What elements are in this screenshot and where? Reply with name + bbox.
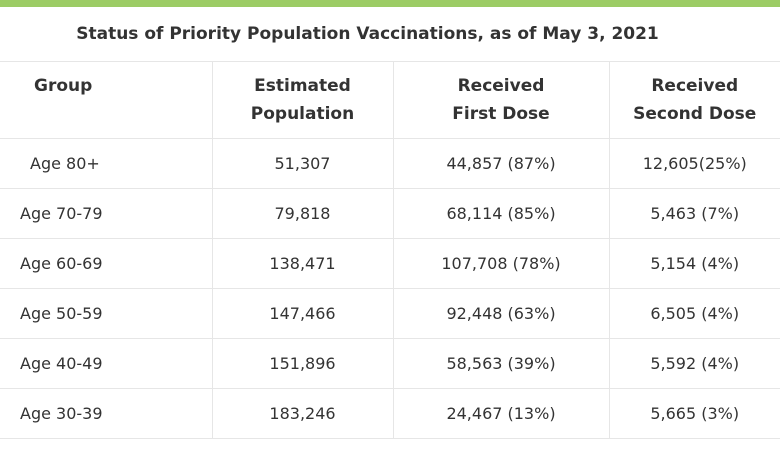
cell-first-dose: 68,114 (85%) (392, 188, 609, 239)
cell-first-dose: 24,467 (13%) (392, 388, 609, 439)
header-population-line1: Estimated (254, 76, 351, 96)
table-row: Age 60-69 138,471 107,708 (78%) 5,154 (4… (0, 238, 780, 289)
cell-group: Age 70-79 (0, 188, 212, 239)
header-group: Group (0, 62, 212, 139)
cell-group: Age 40-49 (0, 338, 212, 389)
cell-first-dose: 44,857 (87%) (392, 138, 609, 189)
vaccination-table: Group Estimated Population Received Firs… (0, 62, 780, 439)
cell-population: 79,818 (211, 188, 393, 239)
header-population: Estimated Population (211, 62, 393, 139)
header-row: Group Estimated Population Received Firs… (0, 62, 780, 139)
cell-group: Age 60-69 (0, 238, 212, 289)
cell-second-dose: 12,605(25%) (608, 138, 780, 189)
cell-second-dose: 5,592 (4%) (608, 338, 780, 389)
header-second-dose-line1: Received (651, 76, 739, 96)
header-first-dose-line1: Received (457, 76, 545, 96)
cell-group: Age 80+ (0, 138, 212, 189)
table-row: Age 50-59 147,466 92,448 (63%) 6,505 (4%… (0, 288, 780, 339)
cell-second-dose: 5,665 (3%) (608, 388, 780, 439)
header-first-dose-line2: First Dose (452, 104, 550, 124)
cell-first-dose: 58,563 (39%) (392, 338, 609, 389)
cell-population: 138,471 (211, 238, 393, 289)
cell-population: 151,896 (211, 338, 393, 389)
accent-bar (0, 0, 780, 7)
header-first-dose: Received First Dose (392, 62, 609, 139)
header-second-dose-line2: Second Dose (633, 104, 757, 124)
cell-population: 147,466 (211, 288, 393, 339)
cell-first-dose: 107,708 (78%) (392, 238, 609, 289)
header-group-label: Group (34, 76, 93, 96)
cell-first-dose: 92,448 (63%) (392, 288, 609, 339)
table-row: Age 80+ 51,307 44,857 (87%) 12,605(25%) (0, 138, 780, 189)
cell-group: Age 50-59 (0, 288, 212, 339)
cell-second-dose: 5,154 (4%) (608, 238, 780, 289)
cell-group: Age 30-39 (0, 388, 212, 439)
cell-population: 183,246 (211, 388, 393, 439)
table-caption: Status of Priority Population Vaccinatio… (0, 7, 780, 62)
cell-second-dose: 5,463 (7%) (608, 188, 780, 239)
table-row: Age 70-79 79,818 68,114 (85%) 5,463 (7%) (0, 188, 780, 239)
cell-population: 51,307 (211, 138, 393, 189)
table-row: Age 40-49 151,896 58,563 (39%) 5,592 (4%… (0, 338, 780, 389)
header-population-line2: Population (250, 104, 355, 124)
table-row: Age 30-39 183,246 24,467 (13%) 5,665 (3%… (0, 388, 780, 439)
cell-second-dose: 6,505 (4%) (608, 288, 780, 339)
header-second-dose: Received Second Dose (608, 62, 780, 139)
